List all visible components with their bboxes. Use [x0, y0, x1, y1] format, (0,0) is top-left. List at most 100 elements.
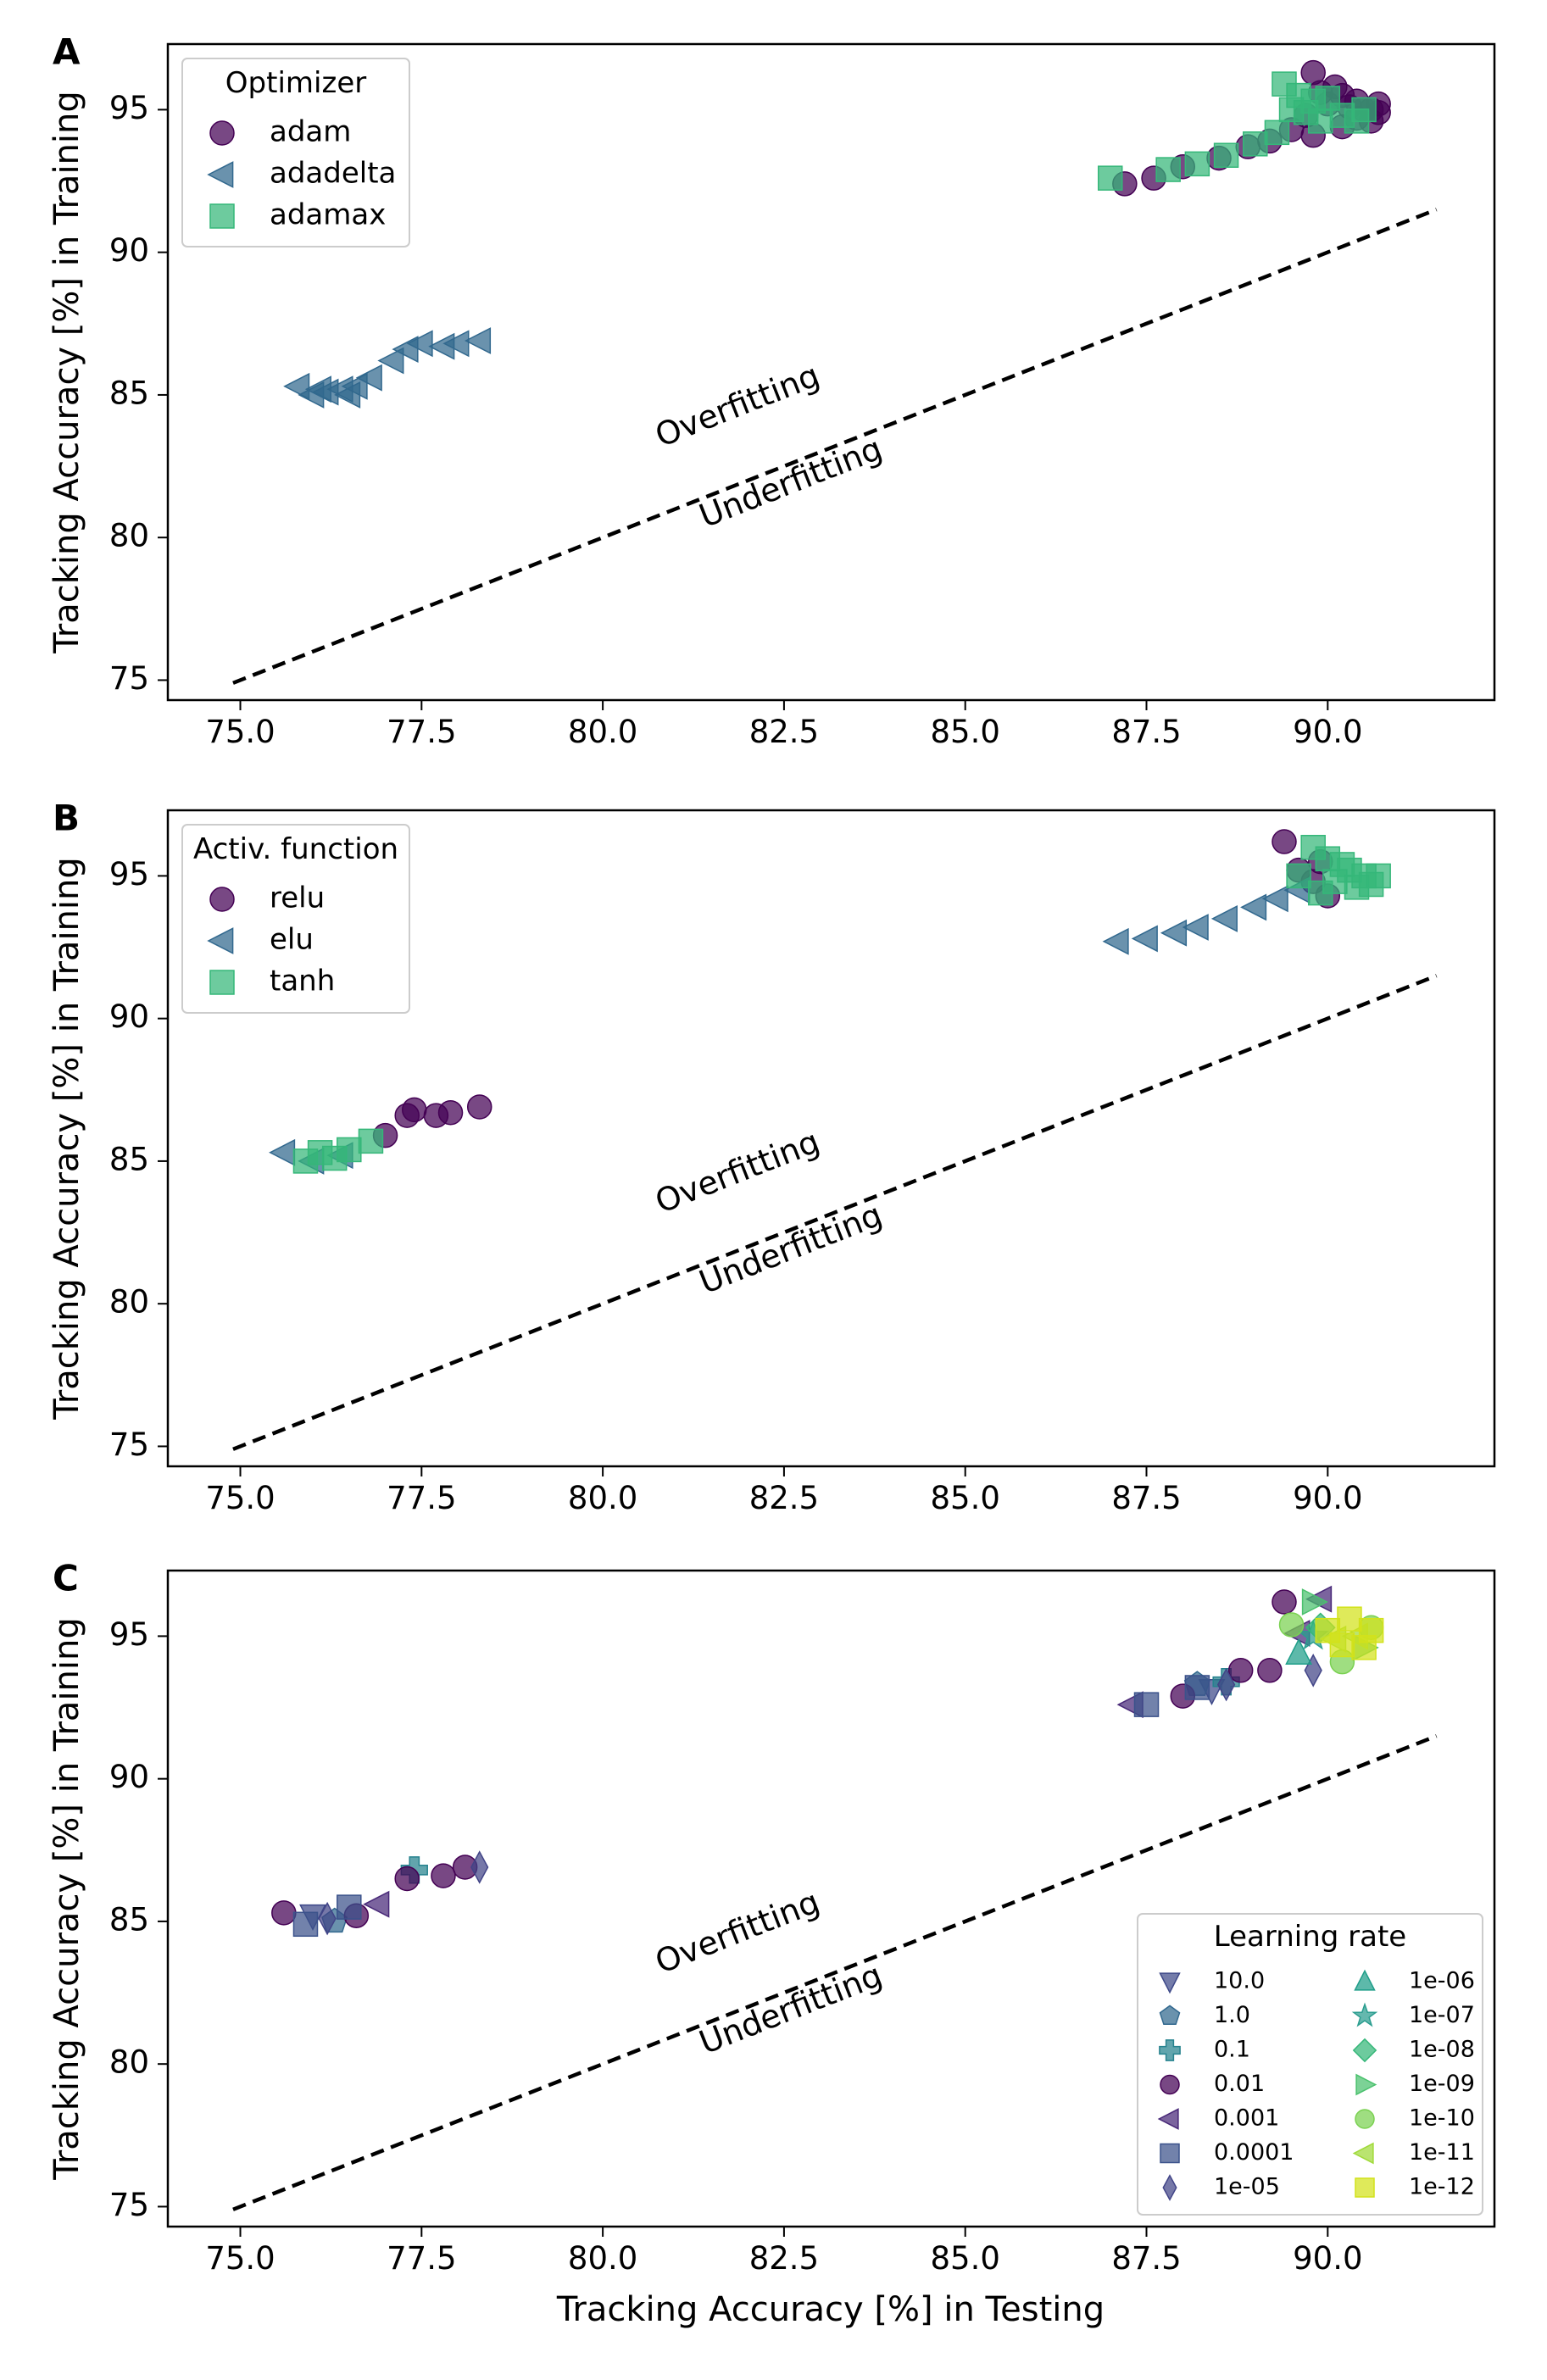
- series-1e-05: [318, 1654, 1322, 1936]
- series-relu: [372, 829, 1341, 1148]
- underfitting-label: Underfitting: [694, 430, 888, 535]
- legend-entry-label: 0.0001: [1214, 2139, 1294, 2166]
- legend-box: [181, 824, 410, 1014]
- plot-frame: [166, 42, 1496, 702]
- data-point: [1184, 1675, 1210, 1700]
- panel-label: C: [53, 1558, 79, 1599]
- data-point: [318, 1901, 337, 1936]
- legend-entry-label: adamax: [270, 198, 386, 232]
- legend-box: [181, 58, 410, 247]
- data-point: [1286, 863, 1311, 889]
- data-point: [358, 1128, 384, 1154]
- series-10.0: [299, 1678, 1226, 1931]
- overfitting-label: Overfitting: [650, 356, 825, 454]
- series-0.001: [363, 1585, 1333, 1918]
- legend-entry-label: adadelta: [270, 157, 396, 191]
- legend-entry-label: 1e-07: [1409, 2002, 1475, 2028]
- panel-b: B 75.0 77.5 80.0 82.5 85.0 87.5 90.0 75 80 85 90 95 T…: [47, 798, 1496, 1516]
- legend-marker: [207, 927, 234, 954]
- data-point: [355, 364, 382, 392]
- legend-marker: [1160, 2143, 1180, 2164]
- data-point: [464, 327, 492, 354]
- legend-marker: [1352, 2038, 1377, 2063]
- data-point: [1155, 157, 1181, 182]
- legend-marker: [209, 203, 235, 229]
- legend-entry-label: elu: [270, 923, 314, 957]
- panel-label: B: [53, 798, 80, 839]
- data-point: [363, 1890, 390, 1918]
- x-tick-label: 82.5: [749, 1480, 819, 1516]
- y-tick-label: 75: [109, 1426, 149, 1463]
- data-point: [292, 1911, 319, 1938]
- x-tick-label: 75.0: [205, 714, 275, 750]
- data-point: [1329, 852, 1355, 877]
- x-tick-label: 80.0: [568, 2240, 637, 2277]
- legend-marker: [1352, 2142, 1374, 2165]
- legend-marker: [1354, 1969, 1376, 1991]
- underfitting-label: Underfitting: [694, 1956, 888, 2061]
- data-point: [304, 375, 331, 403]
- x-tick-label: 80.0: [568, 714, 637, 750]
- legend-marker: [1355, 2177, 1375, 2198]
- x-tick-label: 90.0: [1293, 1480, 1362, 1516]
- data-point: [1133, 1692, 1160, 1717]
- series-tanh: [292, 834, 1391, 1174]
- panel-a: A 75.0 77.5 80.0 82.5 85.0 87.5 90.0 75 80 85 90 95 T…: [47, 31, 1496, 750]
- data-point: [1358, 1617, 1384, 1643]
- data-point: [1097, 165, 1123, 191]
- data-point: [377, 347, 404, 375]
- legend-entry-label: 1e-08: [1409, 2037, 1475, 2063]
- x-tick-label: 75.0: [205, 2240, 275, 2277]
- underfitting-label: Underfitting: [694, 1196, 888, 1301]
- legend-marker: [209, 970, 235, 995]
- x-tick-label: 80.0: [568, 1480, 637, 1516]
- x-tick-label: 77.5: [387, 714, 456, 750]
- x-tick-label: 82.5: [749, 2240, 819, 2277]
- data-point: [1216, 1667, 1236, 1702]
- data-point: [334, 381, 361, 409]
- y-tick-label: 95: [109, 856, 149, 892]
- legend-entry-label: 1e-11: [1409, 2139, 1475, 2166]
- legend-marker: [1157, 2108, 1179, 2130]
- legend: Learning rate 10.0 1.0 0.1 0.01 0.001 0.0001 1e…: [1137, 1913, 1483, 2216]
- y-axis-label: Tracking Accuracy [%] in Training: [47, 91, 86, 654]
- y-axis-label: Tracking Accuracy [%] in Training: [47, 1617, 86, 2181]
- data-point: [470, 1850, 489, 1884]
- data-point: [1278, 1612, 1305, 1638]
- data-point: [1278, 97, 1305, 123]
- y-tick-label: 80: [109, 518, 149, 554]
- x-tick-label: 85.0: [931, 714, 1000, 750]
- x-tick-label: 87.5: [1111, 1480, 1181, 1516]
- data-point: [337, 1137, 362, 1163]
- data-point: [406, 330, 433, 358]
- series-0.0001: [292, 1675, 1210, 1938]
- y-tick-label: 85: [109, 375, 149, 411]
- x-tick-label: 90.0: [1293, 2240, 1362, 2277]
- series-0.1: [400, 1668, 1240, 1884]
- legend-marker: [1160, 2074, 1180, 2095]
- data-point: [337, 1894, 362, 1920]
- legend-marker: [1355, 2073, 1377, 2096]
- x-tick-label: 87.5: [1111, 714, 1181, 750]
- data-point: [1351, 97, 1377, 123]
- x-tick-label: 75.0: [205, 1480, 275, 1516]
- x-tick-label: 90.0: [1293, 714, 1362, 750]
- x-tick-label: 85.0: [931, 1480, 1000, 1516]
- series-1e-12: [1315, 1606, 1384, 1660]
- data-point: [1243, 131, 1268, 157]
- overfitting-label: Overfitting: [650, 1122, 825, 1221]
- legend: Activ. function relu elu tanh: [181, 824, 410, 1014]
- legend-marker: [1159, 2039, 1181, 2061]
- data-point: [442, 330, 470, 358]
- panel-c: C 75.0 77.5 80.0 82.5 85.0 87.5 90.0 75 80 85 90 95 T…: [47, 1558, 1496, 2277]
- plot-frame: [166, 809, 1496, 1468]
- data-point: [1257, 1658, 1283, 1683]
- data-point: [1366, 863, 1391, 889]
- series-1.0: [321, 1671, 1210, 1933]
- legend-marker: [1355, 2109, 1375, 2129]
- legend-marker: [1351, 2002, 1378, 2027]
- diagonal-line: [232, 208, 1438, 685]
- x-tick-label: 77.5: [387, 2240, 456, 2277]
- data-point: [1102, 927, 1129, 955]
